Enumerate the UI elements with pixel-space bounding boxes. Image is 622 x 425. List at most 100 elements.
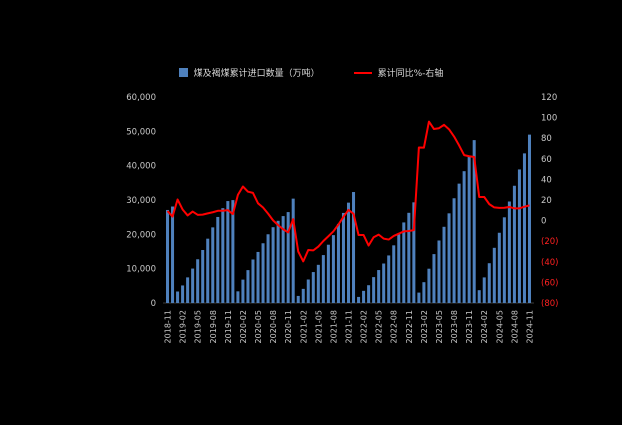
bar (346, 202, 351, 303)
bar (221, 208, 225, 303)
bar (467, 156, 471, 303)
left-axis-tick: 0 (151, 299, 156, 309)
x-axis-tick: 2020-05 (254, 310, 263, 343)
bar (311, 272, 315, 303)
legend-label-line: 累计同比%-右轴 (377, 69, 444, 79)
left-axis-tick: 50,000 (126, 127, 156, 137)
bar (281, 216, 285, 303)
bar (507, 201, 511, 303)
bar (206, 238, 210, 303)
x-axis-tick: 2024-08 (510, 310, 519, 343)
x-axis-tick: 2023-05 (435, 310, 444, 343)
x-axis-tick: 2024-11 (525, 310, 534, 343)
bar (186, 277, 190, 303)
bar (191, 268, 195, 303)
right-axis-tick: (80) (541, 299, 558, 309)
bar (231, 200, 235, 303)
bar (422, 282, 426, 303)
bar (291, 198, 295, 303)
bar-series-swatch (178, 68, 188, 77)
bar (432, 254, 436, 303)
bar (211, 227, 215, 303)
x-axis-tick: 2023-08 (450, 310, 459, 343)
bar (387, 255, 391, 303)
left-axis-tick: 30,000 (126, 196, 156, 206)
legend-item-bars: 煤及褐煤累计进口数量（万吨） (178, 66, 320, 79)
x-axis-tick: 2021-08 (329, 310, 338, 343)
bar (316, 264, 320, 303)
left-axis-tick: 60,000 (126, 93, 156, 103)
bar (492, 247, 496, 303)
right-axis-tick: 60 (541, 155, 552, 165)
bar (392, 245, 396, 303)
bar-series (166, 134, 531, 303)
left-axis-tick: 20,000 (126, 230, 156, 240)
line-series-swatch (353, 71, 372, 74)
bar (472, 140, 476, 303)
bar (412, 202, 416, 303)
bar (417, 292, 421, 303)
right-axis-tick: 100 (541, 114, 557, 124)
bar (196, 259, 200, 303)
bar (331, 235, 335, 303)
legend-item-line: 累计同比%-右轴 (353, 66, 444, 79)
x-axis-tick: 2023-11 (465, 310, 474, 343)
bar (512, 185, 516, 303)
x-axis-tick: 2019-11 (224, 310, 233, 343)
bar (527, 134, 531, 303)
bar (261, 243, 265, 303)
bar (462, 171, 466, 303)
left-axis-tick: 40,000 (126, 162, 156, 172)
x-axis-tick: 2022-11 (405, 310, 414, 343)
bar (357, 296, 361, 303)
right-axis-tick: 40 (541, 175, 552, 185)
left-axis-tick: 10,000 (126, 265, 156, 275)
line-series (166, 120, 530, 263)
x-axis-tick: 2019-05 (194, 310, 203, 343)
x-axis-tick: 2021-11 (345, 310, 354, 343)
bar (326, 244, 330, 303)
bar (171, 206, 175, 303)
bar (301, 288, 305, 303)
bar (341, 212, 345, 303)
bar (271, 227, 275, 303)
x-axis-tick: 2022-02 (360, 310, 369, 343)
bar (321, 255, 325, 303)
right-axis-tick: 80 (541, 134, 552, 144)
bar (226, 201, 230, 303)
bar (367, 285, 371, 303)
x-axis-tick: 2020-02 (239, 310, 248, 343)
x-axis-tick: 2022-08 (390, 310, 399, 343)
bar (246, 270, 250, 303)
bar (362, 290, 366, 303)
right-axis-tick: (60) (541, 278, 558, 288)
bar (437, 240, 441, 303)
x-axis-tick: 2020-08 (269, 310, 278, 343)
bar (447, 213, 451, 303)
bar (382, 263, 386, 303)
bar (457, 183, 461, 303)
chart-legend: 煤及褐煤累计进口数量（万吨） 累计同比%-右轴 (0, 66, 622, 79)
bar (377, 270, 381, 303)
bar (181, 285, 185, 303)
x-axis-tick: 2019-08 (209, 310, 218, 343)
bar (256, 251, 260, 303)
x-axis-tick: 2018-11 (164, 310, 173, 343)
x-axis-tick: 2019-02 (179, 310, 188, 343)
legend-label-bars: 煤及褐煤累计进口数量（万吨） (193, 69, 320, 79)
bar (442, 226, 446, 303)
bar (276, 220, 280, 303)
bar (427, 268, 431, 303)
bar (251, 259, 255, 303)
right-axis-tick: (20) (541, 237, 558, 247)
bar (352, 192, 356, 303)
x-axis-tick: 2021-02 (299, 310, 308, 343)
bar (236, 291, 240, 303)
x-axis-tick: 2022-05 (375, 310, 384, 343)
right-axis-tick: 20 (541, 196, 552, 206)
x-axis-tick: 2024-02 (480, 310, 489, 343)
bar (487, 263, 491, 303)
